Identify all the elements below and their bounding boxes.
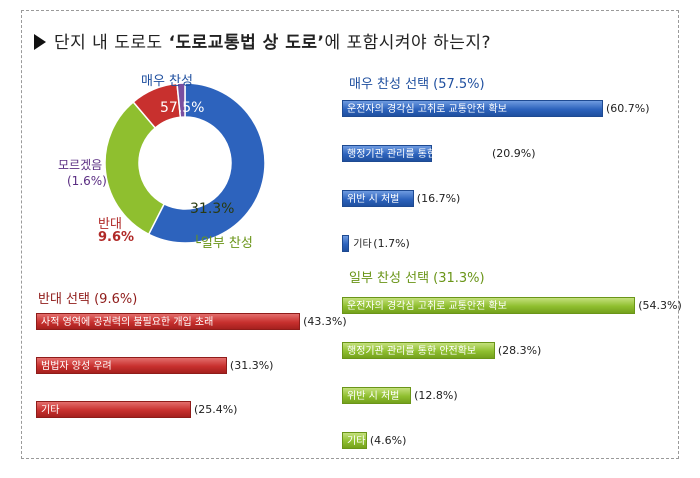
donut-value-very-agree: 57.5% <box>160 100 205 116</box>
oppose-bar-2: 범법자 양성 우려 <box>36 357 227 374</box>
very-agree-bar-1: 운전자의 경각심 고취로 교통안전 확보 <box>342 100 603 117</box>
partly-agree-value-label-4: (4.6%) <box>369 434 407 447</box>
donut-slice-very-agree <box>147 82 266 244</box>
donut-slice-partly-agree <box>104 100 166 236</box>
donut-slice-dont-know <box>176 82 186 119</box>
title-emphasis: ‘도로교통법 상 도로’ <box>168 33 325 53</box>
very-agree-value-label-1: (60.7%) <box>606 102 650 115</box>
donut-value-oppose: 9.6% <box>98 230 135 245</box>
donut-label-oppose: 반대 <box>98 217 122 232</box>
oppose-value-label-3: (25.4%) <box>193 403 238 416</box>
partly-agree-bar-2: 행정기관 관리를 통한 안전확보 <box>342 342 495 359</box>
donut-label-dont-know: 모르겠음 <box>58 158 103 172</box>
section-title-very-agree: 매우 찬성 선택 (57.5%) <box>349 77 485 92</box>
partly-agree-bar-3: 위반 시 처벌 <box>342 387 412 404</box>
donut-value-partly-agree: 31.3% <box>190 201 235 217</box>
very-agree-bar-4: 기타 <box>342 235 372 252</box>
chart-title: 단지 내 도로도 ‘도로교통법 상 도로’에 포함시켜야 하는지? <box>34 28 491 53</box>
title-prefix: 단지 내 도로도 <box>54 33 169 53</box>
partly-agree-bar-label-2: 행정기관 관리를 통한 안전확보 <box>347 346 477 357</box>
oppose-value-label-1: (43.3%) <box>303 315 347 328</box>
very-agree-value-label-4: (1.7%) <box>373 237 410 250</box>
very-agree-bar-label-4: 기타 <box>353 239 372 250</box>
section-title-partly-agree: 일부 찬성 선택 (31.3%) <box>349 271 485 286</box>
partly-agree-bar-label-1: 운전자의 경각심 고취로 교통안전 확보 <box>347 301 507 312</box>
partly-agree-bar-4: 기타 <box>342 432 367 449</box>
partly-agree-bar-1: 운전자의 경각심 고취로 교통안전 확보 <box>342 297 636 314</box>
title-suffix: 에 포함시켜야 하는지? <box>324 33 492 53</box>
oppose-bar-label-2: 범법자 양성 우려 <box>41 361 112 372</box>
oppose-bar-3: 기타 <box>36 401 191 418</box>
donut-label-very-agree: 매우 찬성 <box>141 74 193 89</box>
very-agree-bar-label-2: 행정기관 관리를 통한 안전확보 <box>347 149 477 160</box>
very-agree-value-label-2: (20.9%) <box>492 147 536 160</box>
very-agree-bar-3: 위반 시 처벌 <box>342 190 414 207</box>
donut-label-partly-agree: └일부 찬성 <box>193 236 253 251</box>
partly-agree-value-label-3: (12.8%) <box>414 389 458 402</box>
partly-agree-bar-label-4: 기타 <box>347 436 366 447</box>
very-agree-bar-label-3: 위반 시 처벌 <box>347 194 400 205</box>
oppose-bar-1: 사적 영역에 공권력의 불필요한 개입 초래 <box>36 313 301 330</box>
oppose-bar-label-3: 기타 <box>41 405 60 416</box>
very-agree-bar-2: 행정기관 관리를 통한 안전확보 <box>342 145 476 162</box>
figure-frame <box>21 10 679 459</box>
oppose-bar-label-1: 사적 영역에 공권력의 불필요한 개입 초래 <box>41 317 214 328</box>
very-agree-bar-label-1: 운전자의 경각심 고취로 교통안전 확보 <box>347 104 507 115</box>
section-title-oppose: 반대 선택 (9.6%) <box>38 292 138 307</box>
partly-agree-bar-label-3: 위반 시 처벌 <box>347 391 400 402</box>
partly-agree-value-label-1: (54.3%) <box>638 299 682 312</box>
partly-agree-text: 일부 찬성 <box>200 236 253 251</box>
very-agree-value-label-3: (16.7%) <box>416 192 461 205</box>
partly-agree-value-label-2: (28.3%) <box>497 344 542 357</box>
donut-value-dont-know: (1.6%) <box>67 174 107 188</box>
triangle-bullet-icon <box>34 34 46 50</box>
donut-chart <box>104 82 266 244</box>
oppose-value-label-2: (31.3%) <box>229 359 274 372</box>
